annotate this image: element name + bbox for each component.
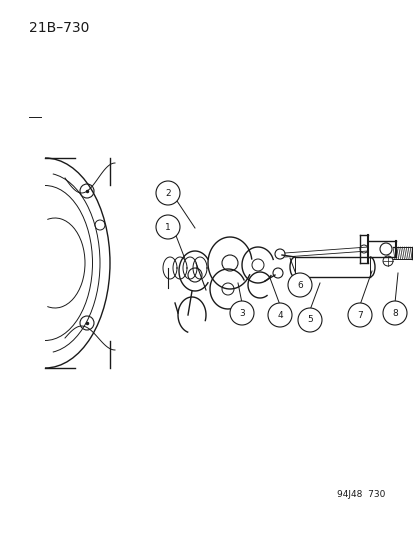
Text: 3: 3 — [239, 309, 244, 318]
Circle shape — [347, 303, 371, 327]
Text: 8: 8 — [391, 309, 397, 318]
Text: 21B–730: 21B–730 — [29, 21, 89, 35]
Circle shape — [156, 181, 180, 205]
Circle shape — [156, 215, 180, 239]
Text: 5: 5 — [306, 316, 312, 325]
Circle shape — [287, 273, 311, 297]
Text: 94J48  730: 94J48 730 — [336, 490, 384, 499]
Text: 1: 1 — [165, 222, 171, 231]
Text: 2: 2 — [165, 189, 171, 198]
Circle shape — [297, 308, 321, 332]
Text: 7: 7 — [356, 311, 362, 319]
Circle shape — [382, 301, 406, 325]
Circle shape — [230, 301, 254, 325]
Text: 4: 4 — [277, 311, 282, 319]
Circle shape — [267, 303, 291, 327]
Text: 6: 6 — [297, 280, 302, 289]
